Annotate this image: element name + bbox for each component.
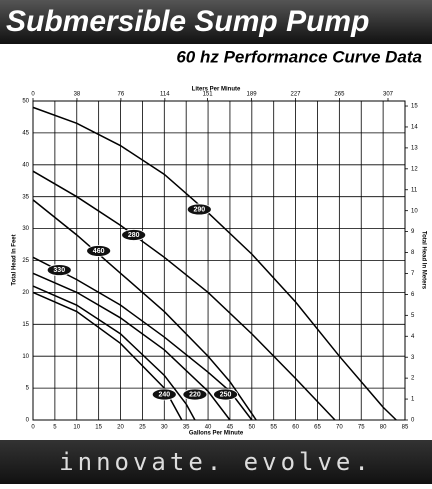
y2-tick-label: 8 [411, 250, 415, 256]
banner [0, 0, 432, 44]
chart-title: Submersible Sump Pump [6, 5, 369, 38]
x2-tick-label: 38 [74, 92, 81, 98]
curve-label-badge [186, 203, 212, 216]
y2-tick-label: 10 [411, 208, 418, 214]
x-tick-label: 35 [183, 425, 190, 431]
x-tick-label: 0 [31, 425, 35, 431]
y2-tick-label: 11 [411, 187, 418, 193]
curve-label-badge [46, 264, 72, 276]
y2-tick-label: 4 [411, 334, 415, 340]
y-tick-label: 10 [22, 354, 29, 360]
pump-curve [32, 272, 231, 421]
curve-label-badge [121, 229, 147, 241]
curve-label: 240 [158, 391, 170, 398]
y-tick-label: 50 [22, 99, 29, 105]
x-tick-label: 15 [95, 425, 102, 431]
footer-band [0, 440, 432, 484]
curve-label: 280 [128, 232, 140, 239]
y-tick-label: 45 [22, 130, 29, 136]
x-tick-label: 75 [358, 425, 365, 431]
x-tick-label: 50 [248, 425, 255, 431]
pump-curve [32, 199, 257, 421]
y-tick-label: 30 [22, 226, 29, 232]
y-tick-label: 15 [22, 322, 29, 328]
x2-tick-label: 0 [31, 92, 35, 98]
x2-axis-label: Liters Per Minute [192, 87, 241, 93]
y2-tick-label: 13 [411, 145, 418, 151]
x-axis-label: Gallons Per Minute [189, 431, 244, 437]
curve-label-badge [86, 245, 112, 257]
x-tick-label: 20 [117, 425, 124, 431]
x-tick-label: 10 [73, 425, 80, 431]
y-tick-label: 20 [22, 290, 29, 296]
x-tick-label: 85 [402, 425, 409, 431]
x2-tick-label: 76 [118, 92, 125, 98]
pump-curve [32, 170, 336, 421]
y2-tick-label: 2 [411, 376, 415, 382]
x-tick-label: 45 [227, 425, 234, 431]
x-tick-label: 40 [205, 425, 212, 431]
y2-tick-label: 15 [411, 104, 418, 110]
y2-tick-label: 12 [411, 166, 418, 172]
y2-tick-label: 5 [411, 313, 415, 319]
curve-label: 220 [189, 391, 201, 398]
footer: innovate. evolve. [59, 448, 373, 476]
y-axis-label: Total Head In Feet [12, 234, 18, 285]
y-tick-label: 0 [26, 418, 30, 424]
y2-tick-label: 1 [411, 397, 415, 403]
y-tick-label: 25 [22, 258, 29, 264]
pump-curve [32, 106, 397, 421]
pump-curve [32, 285, 196, 421]
x-tick-label: 80 [380, 425, 387, 431]
x-tick-label: 25 [139, 425, 146, 431]
y-tick-label: 5 [26, 386, 30, 392]
x-tick-label: 55 [270, 425, 277, 431]
x2-tick-label: 189 [247, 92, 258, 98]
curve-label-badge [213, 388, 238, 401]
plot-frame [32, 100, 406, 421]
x-tick-label: 70 [336, 425, 343, 431]
y-tick-label: 35 [22, 194, 29, 200]
curve-label: 290 [193, 206, 205, 213]
curve-label-badge [182, 388, 208, 401]
y2-tick-label: 6 [411, 292, 415, 298]
x2-tick-label: 151 [203, 92, 214, 98]
curve-label: 330 [53, 267, 65, 274]
x2-tick-label: 114 [160, 92, 170, 98]
x2-tick-label: 265 [334, 92, 345, 98]
curve-label: 460 [93, 248, 105, 255]
y2-tick-label: 0 [411, 418, 415, 424]
y-tick-label: 40 [22, 162, 29, 168]
x-tick-label: 30 [161, 425, 168, 431]
x2-tick-label: 227 [290, 92, 301, 98]
y2-tick-label: 9 [411, 229, 415, 235]
y2-tick-label: 14 [411, 125, 418, 131]
chart-subtitle: 60 hz Performance Curve Data [176, 47, 422, 66]
y2-tick-label: 3 [411, 355, 415, 361]
x2-tick-label: 307 [383, 92, 394, 98]
curve-label-badge [151, 388, 177, 401]
curve-label: 250 [220, 391, 232, 398]
y2-tick-label: 7 [411, 271, 415, 277]
y2-axis-label: Total Head In Meters [420, 231, 426, 290]
x-tick-label: 5 [53, 425, 57, 431]
x-tick-label: 65 [314, 425, 321, 431]
x-tick-label: 60 [292, 425, 299, 431]
